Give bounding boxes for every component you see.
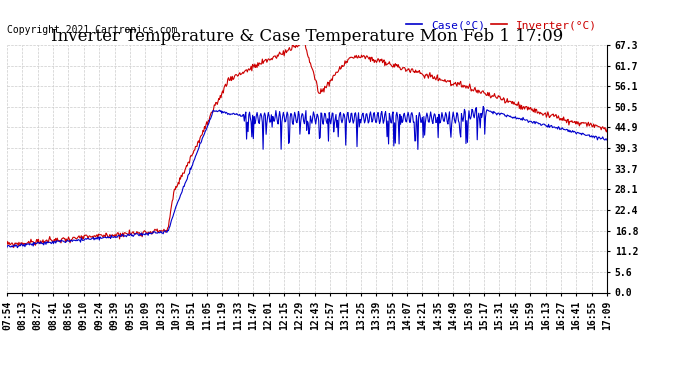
Title: Inverter Temperature & Case Temperature Mon Feb 1 17:09: Inverter Temperature & Case Temperature … (51, 28, 563, 45)
Text: Copyright 2021 Cartronics.com: Copyright 2021 Cartronics.com (7, 25, 177, 35)
Legend: Case(°C), Inverter(°C): Case(°C), Inverter(°C) (401, 16, 602, 35)
